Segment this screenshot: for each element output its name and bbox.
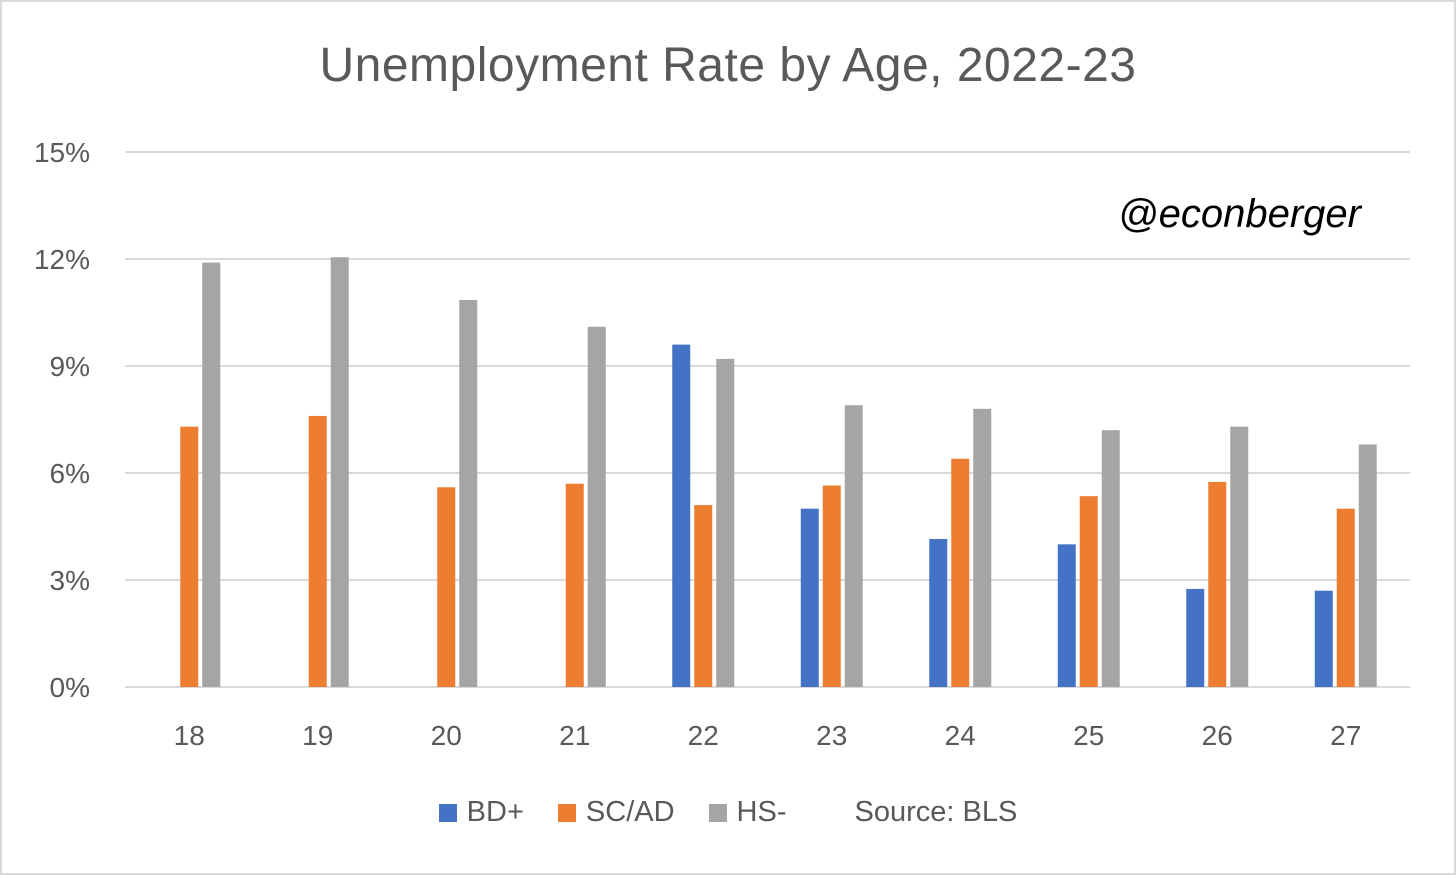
y-tick-label: 9% xyxy=(50,351,90,382)
legend-item-sc-ad: SC/AD xyxy=(557,796,675,829)
bar-bd--age-22 xyxy=(672,344,691,687)
bar-sc-ad-age-21 xyxy=(565,483,584,687)
bar-hs--age-21 xyxy=(587,326,606,687)
x-axis-tick-labels: 18 19 20 21 22 23 24 25 26 27 xyxy=(174,720,1362,751)
legend: BD+ SC/AD HS- Source: BLS xyxy=(0,796,1456,829)
bar-hs--age-18 xyxy=(202,262,221,687)
bar-bd--age-25 xyxy=(1057,544,1076,687)
bar-bd--age-27 xyxy=(1314,590,1333,687)
legend-swatch-hs-minus xyxy=(708,803,727,822)
bar-bd--age-23 xyxy=(800,508,819,687)
bar-sc-ad-age-19 xyxy=(308,415,327,687)
y-tick-label: 3% xyxy=(50,565,90,596)
bar-hs--age-25 xyxy=(1101,430,1120,687)
bar-hs--age-22 xyxy=(716,358,735,687)
bar-bd--age-26 xyxy=(1186,588,1205,687)
bar-sc-ad-age-26 xyxy=(1208,481,1227,687)
legend-label-hs-minus: HS- xyxy=(736,796,787,828)
bar-sc-ad-age-22 xyxy=(694,505,713,687)
legend-swatch-sc-ad xyxy=(557,803,576,822)
bar-sc-ad-age-27 xyxy=(1336,508,1355,687)
bar-hs--age-19 xyxy=(330,257,349,687)
x-tick-label: 18 xyxy=(174,720,205,751)
author-handle: @econberger xyxy=(1118,192,1361,236)
legend-item-hs-minus: HS- xyxy=(708,796,787,829)
legend-item-bd-plus: BD+ xyxy=(438,796,524,829)
y-tick-label: 0% xyxy=(50,672,90,703)
bar-hs--age-27 xyxy=(1358,444,1377,687)
bar-sc-ad-age-24 xyxy=(951,458,970,687)
bar-sc-ad-age-18 xyxy=(180,426,199,687)
source-note: Source: BLS xyxy=(854,796,1018,828)
x-tick-label: 21 xyxy=(559,720,590,751)
bar-hs--age-23 xyxy=(844,405,863,687)
bar-hs--age-26 xyxy=(1230,426,1249,687)
x-tick-label: 24 xyxy=(945,720,976,751)
x-tick-label: 26 xyxy=(1202,720,1233,751)
chart-title: Unemployment Rate by Age, 2022-23 xyxy=(319,39,1137,92)
legend-label-sc-ad: SC/AD xyxy=(585,796,675,828)
bar-hs--age-20 xyxy=(459,300,478,687)
legend-label-bd-plus: BD+ xyxy=(466,796,524,828)
y-tick-label: 6% xyxy=(50,458,90,489)
x-tick-label: 25 xyxy=(1073,720,1104,751)
x-tick-label: 22 xyxy=(688,720,719,751)
x-tick-label: 20 xyxy=(431,720,462,751)
legend-swatch-bd-plus xyxy=(438,803,457,822)
y-tick-label: 12% xyxy=(34,244,90,275)
bars xyxy=(180,257,1377,687)
x-tick-label: 27 xyxy=(1330,720,1361,751)
y-axis-tick-labels: 0% 3% 6% 9% 12% 15% xyxy=(34,137,90,703)
bar-sc-ad-age-20 xyxy=(437,487,456,687)
x-tick-label: 19 xyxy=(302,720,333,751)
bar-sc-ad-age-23 xyxy=(822,485,841,687)
x-tick-label: 23 xyxy=(816,720,847,751)
y-tick-label: 15% xyxy=(34,137,90,168)
bar-bd--age-24 xyxy=(929,538,948,687)
bar-hs--age-24 xyxy=(973,408,992,687)
bar-sc-ad-age-25 xyxy=(1079,496,1098,687)
